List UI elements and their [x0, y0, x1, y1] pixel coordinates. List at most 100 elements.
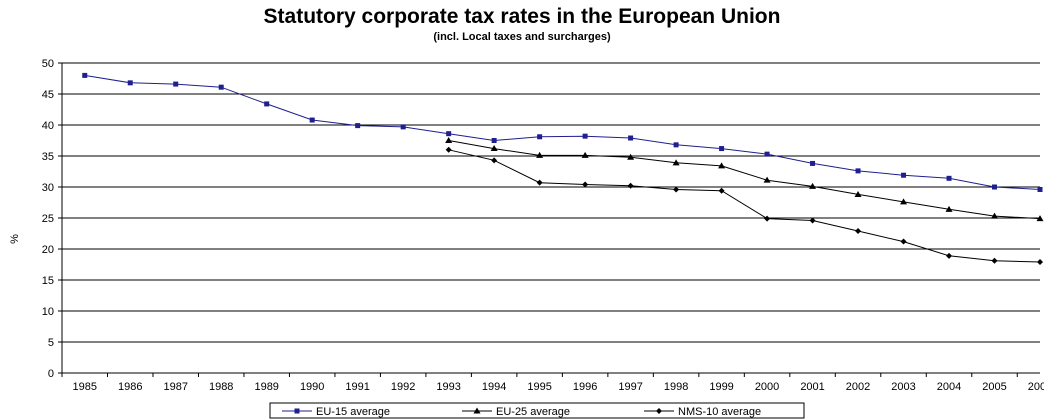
x-tick-label: 1987 [163, 381, 187, 393]
x-tick-label: 2005 [982, 381, 1006, 393]
y-tick-label: 10 [42, 306, 54, 318]
axes [58, 62, 1040, 377]
data-point [581, 151, 589, 158]
legend-item: EU-15 average [282, 406, 390, 418]
data-point [173, 81, 179, 87]
data-point [946, 252, 953, 259]
x-tick-label: 1994 [482, 381, 506, 393]
x-tick-label: 1991 [345, 381, 369, 393]
x-tick-label: 2004 [937, 381, 961, 393]
data-point [309, 117, 315, 123]
data-point [900, 238, 907, 245]
y-tick-label: 35 [42, 151, 54, 163]
data-point [992, 184, 998, 190]
data-point [673, 186, 680, 193]
legend-item: NMS-10 average [644, 406, 761, 418]
chart-title: Statutory corporate tax rates in the Eur… [263, 5, 781, 28]
x-tick-label: 2003 [891, 381, 915, 393]
data-point [536, 179, 543, 186]
y-tick-label: 0 [48, 368, 54, 380]
x-tick-label: 1985 [73, 381, 97, 393]
data-point [719, 146, 725, 152]
series-1 [82, 72, 1043, 192]
data-point [355, 123, 361, 129]
data-point [764, 215, 771, 222]
data-point [809, 217, 816, 224]
data-point [763, 176, 771, 183]
x-tick-label: 2001 [800, 381, 824, 393]
y-tick-labels: 0 5 10 15 20 25 30 35 40 45 50 [42, 58, 54, 380]
legend-item: EU-25 average [462, 406, 570, 418]
data-point [901, 172, 907, 178]
data-point [764, 151, 770, 157]
x-tick-label: 1988 [209, 381, 233, 393]
y-tick-label: 30 [42, 182, 54, 194]
x-tick-label: 1997 [618, 381, 642, 393]
x-tick-label: 1992 [391, 381, 415, 393]
gridlines [62, 62, 1040, 343]
data-point [718, 162, 726, 169]
legend-frame [269, 402, 805, 419]
data-point [264, 101, 270, 107]
legend: EU-15 average EU-25 average NMS-10 average [269, 402, 805, 419]
data-point [82, 72, 88, 78]
data-point [537, 134, 543, 140]
series-line [448, 140, 1041, 220]
x-tick-label: 1999 [709, 381, 733, 393]
series-line [448, 149, 1041, 263]
y-tick-label: 15 [42, 275, 54, 287]
x-tick-label: 1990 [300, 381, 324, 393]
legend-label: EU-25 average [496, 406, 570, 418]
y-axis-label: % [9, 234, 21, 244]
data-point [627, 153, 635, 160]
legend-label: EU-15 average [316, 406, 390, 418]
x-tick-labels: 1985 1986 1987 1988 1989 1990 1991 1992 1993 1994… [73, 381, 1044, 393]
data-point [673, 142, 679, 148]
data-point [491, 138, 497, 143]
series-line [84, 74, 1041, 190]
y-tick-label: 5 [48, 337, 54, 349]
legend-marker [473, 407, 481, 414]
x-tick-label: 2002 [846, 381, 870, 393]
data-point [582, 133, 588, 139]
x-tick-label: 1998 [664, 381, 688, 393]
series-2 [445, 137, 1044, 222]
data-point [491, 157, 498, 164]
data-point [1037, 186, 1043, 192]
legend-label: NMS-10 average [678, 406, 761, 418]
x-tick-label: 1996 [573, 381, 597, 393]
data-point [127, 80, 133, 86]
data-point [945, 205, 953, 212]
data-point [627, 182, 634, 189]
data-point [1036, 215, 1044, 222]
y-tick-label: 20 [42, 244, 54, 256]
series-lines [82, 72, 1044, 266]
data-point [718, 187, 725, 194]
data-point [1037, 259, 1043, 266]
y-tick-label: 25 [42, 213, 54, 225]
data-point [991, 212, 999, 219]
x-tick-label: 1995 [527, 381, 551, 393]
data-point [218, 84, 224, 90]
x-tick-label: 2000 [755, 381, 779, 393]
chart-subtitle: (incl. Local taxes and surcharges) [433, 31, 611, 43]
x-tick-label: 1993 [436, 381, 460, 393]
data-point [445, 146, 452, 153]
y-tick-label: 40 [42, 120, 54, 132]
legend-marker [294, 408, 300, 414]
x-tick-label: 1989 [254, 381, 278, 393]
x-tick-label: 2006 [1028, 381, 1044, 393]
data-point [582, 181, 589, 188]
data-point [445, 137, 453, 143]
data-point [810, 160, 816, 166]
y-tick-label: 50 [42, 58, 54, 70]
data-point [855, 168, 861, 174]
data-point [900, 198, 908, 205]
data-point [628, 135, 634, 141]
data-point [946, 175, 952, 181]
data-point [536, 151, 544, 158]
data-point [809, 182, 817, 189]
data-point [672, 159, 680, 166]
y-tick-label: 45 [42, 89, 54, 101]
